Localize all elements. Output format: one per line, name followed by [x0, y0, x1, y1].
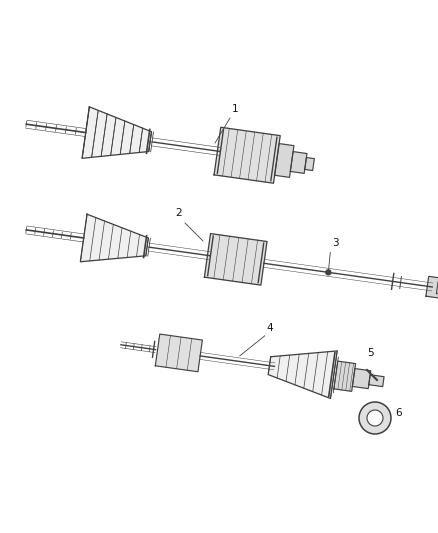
Text: 1: 1: [232, 104, 239, 114]
Polygon shape: [82, 107, 152, 158]
Circle shape: [359, 402, 391, 434]
Polygon shape: [305, 158, 314, 171]
Circle shape: [367, 410, 383, 426]
Polygon shape: [334, 361, 356, 391]
Polygon shape: [275, 143, 294, 177]
Polygon shape: [290, 151, 307, 173]
Text: 2: 2: [175, 208, 182, 218]
Text: 4: 4: [267, 323, 273, 333]
Polygon shape: [353, 369, 371, 389]
Circle shape: [326, 270, 331, 275]
Polygon shape: [155, 334, 202, 372]
Polygon shape: [80, 214, 148, 262]
Polygon shape: [436, 282, 438, 294]
Polygon shape: [369, 375, 384, 386]
Polygon shape: [426, 277, 438, 298]
Text: 5: 5: [367, 348, 373, 358]
Text: 3: 3: [332, 238, 339, 248]
Polygon shape: [214, 127, 280, 183]
Polygon shape: [205, 233, 267, 285]
Polygon shape: [268, 351, 337, 399]
Text: 6: 6: [395, 408, 402, 418]
